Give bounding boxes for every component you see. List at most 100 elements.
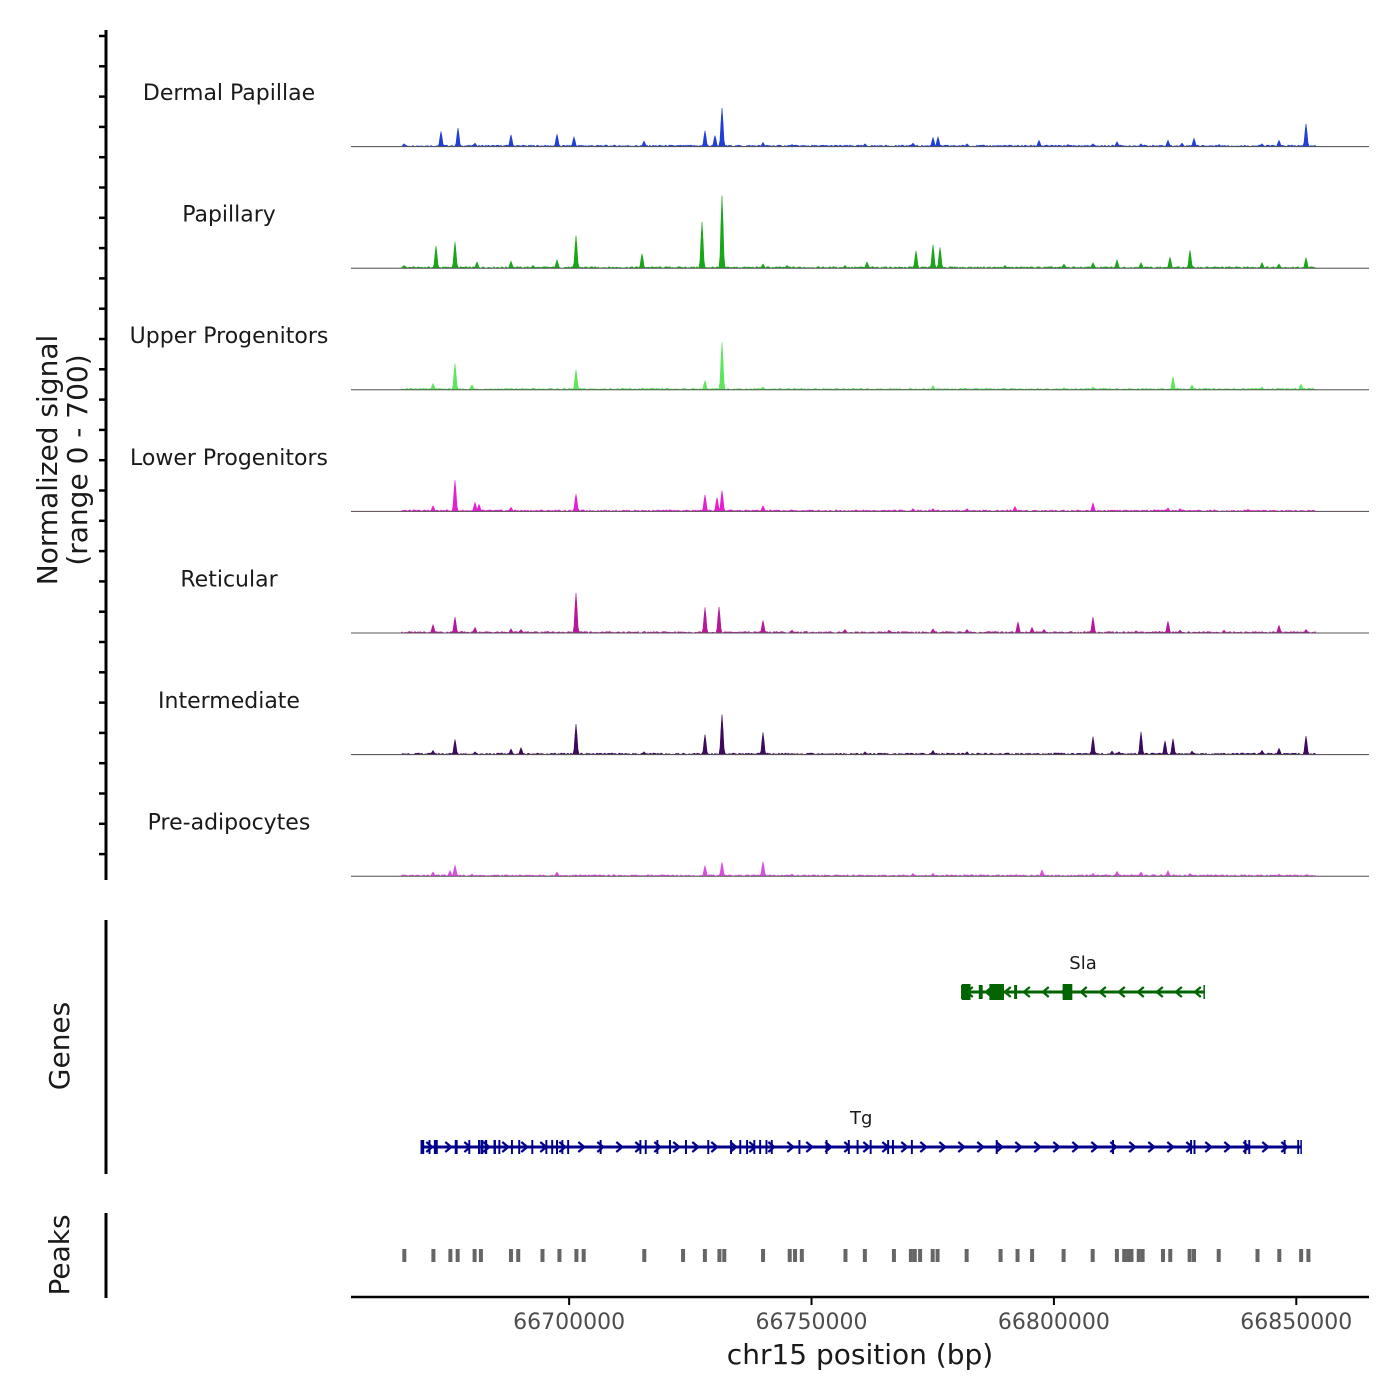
peak-marker: [472, 1249, 477, 1262]
exon: [798, 1140, 801, 1154]
exon: [1248, 1140, 1251, 1154]
track-intermediate: Intermediate: [158, 689, 1369, 756]
strand-chevron: [653, 1141, 663, 1153]
exon: [961, 984, 971, 1000]
strand-chevron: [1090, 1141, 1100, 1153]
signal-area: [351, 714, 1369, 756]
peak-marker: [1255, 1249, 1260, 1262]
peak-marker: [935, 1249, 940, 1262]
exon: [910, 1140, 913, 1154]
peak-marker: [1187, 1249, 1192, 1262]
strand-chevron: [1071, 1141, 1081, 1153]
peak-marker: [574, 1249, 579, 1262]
exon: [428, 1140, 431, 1154]
peak-marker: [998, 1249, 1003, 1262]
peak-marker: [930, 1249, 935, 1262]
peak-marker: [681, 1249, 686, 1262]
peak-marker: [642, 1249, 647, 1262]
strand-chevron: [995, 1141, 1005, 1153]
exon: [644, 1140, 647, 1154]
exon: [1283, 1140, 1286, 1154]
exon: [869, 1140, 872, 1154]
peak-marker: [717, 1249, 722, 1262]
peak-marker: [1136, 1249, 1141, 1262]
x-tick-label: 66700000: [513, 1310, 625, 1335]
strand-chevron: [767, 1141, 777, 1153]
strand-chevron: [710, 1141, 720, 1153]
track-pre-adipocytes: Pre-adipocytes: [148, 811, 1369, 877]
peak-marker: [1129, 1249, 1134, 1262]
peak-marker: [1090, 1249, 1095, 1262]
exon: [1297, 1140, 1300, 1154]
coverage-tracks: Dermal Papillae Papillary Upper Progenitor…: [130, 81, 1369, 877]
peak-marker: [1168, 1249, 1173, 1262]
exon: [989, 984, 1004, 1000]
peak-marker: [1015, 1249, 1020, 1262]
exon: [685, 1140, 687, 1154]
exon: [887, 1140, 890, 1154]
exon: [518, 1140, 521, 1154]
track-label: Upper Progenitors: [130, 324, 329, 349]
strand-chevron: [786, 1141, 796, 1153]
exon: [891, 1140, 894, 1154]
peak-marker: [1061, 1249, 1066, 1262]
peak-marker: [964, 1249, 969, 1262]
peak-marker: [1140, 1249, 1145, 1262]
y-axis-title-line2: (range 0 - 700): [61, 354, 94, 565]
strand-chevron: [1098, 986, 1107, 998]
exon: [753, 1140, 756, 1154]
x-axis-title: chr15 position (bp): [727, 1338, 993, 1371]
exon: [454, 1140, 458, 1154]
exon: [531, 1140, 534, 1154]
strand-chevron: [1014, 1141, 1024, 1153]
peak-marker: [1030, 1249, 1035, 1262]
track-label: Reticular: [180, 567, 278, 592]
track-papillary: Papillary: [182, 195, 1369, 269]
peak-marker: [1277, 1249, 1282, 1262]
peak-marker: [761, 1249, 766, 1262]
strand-chevron: [729, 1141, 739, 1153]
strand-chevron: [919, 1141, 929, 1153]
strand-chevron: [1166, 1141, 1176, 1153]
strand-chevron: [1022, 986, 1031, 998]
peak-marker: [1306, 1249, 1311, 1262]
peak-marker: [799, 1249, 804, 1262]
strand-chevron: [1280, 1141, 1290, 1153]
strand-chevron: [900, 1141, 910, 1153]
peak-marker: [1160, 1249, 1165, 1262]
genes-panel-label: Genes: [43, 1002, 76, 1090]
strand-chevron: [1136, 986, 1145, 998]
strand-chevron: [805, 1141, 815, 1153]
gene-tg: Tg: [420, 1108, 1302, 1154]
track-label: Dermal Papillae: [143, 81, 315, 106]
strand-chevron: [1033, 1141, 1043, 1153]
peak-marker: [581, 1249, 586, 1262]
peak-marker: [918, 1249, 923, 1262]
peak-marker: [1126, 1249, 1131, 1262]
strand-chevron: [520, 1141, 530, 1153]
peak-marker: [702, 1249, 707, 1262]
exon: [669, 1140, 671, 1154]
exon: [847, 1140, 850, 1154]
exon: [484, 1140, 488, 1154]
exon: [468, 1140, 471, 1154]
exon: [825, 1140, 828, 1154]
exon: [421, 1140, 425, 1154]
track-label: Pre-adipocytes: [148, 811, 311, 836]
peak-marker: [1192, 1249, 1196, 1262]
strand-chevron: [1147, 1141, 1157, 1153]
exon: [1244, 1140, 1247, 1154]
exon: [1112, 1140, 1115, 1154]
strand-chevron: [596, 1141, 606, 1153]
peak-marker: [455, 1249, 460, 1262]
gene-name-label: Sla: [1069, 953, 1096, 974]
strand-chevron: [1204, 1141, 1214, 1153]
exon: [510, 1140, 513, 1154]
exon: [765, 1140, 768, 1154]
strand-chevron: [691, 1141, 701, 1153]
exon: [1190, 1140, 1193, 1154]
strand-chevron: [1155, 986, 1164, 998]
track-dermal-papillae: Dermal Papillae: [143, 81, 1369, 148]
strand-chevron: [577, 1141, 587, 1153]
